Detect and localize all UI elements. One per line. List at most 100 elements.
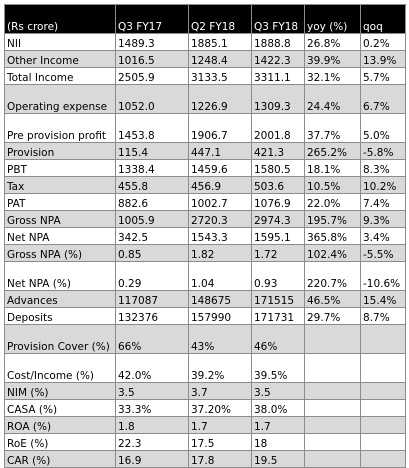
cell-q3fy18: 171731 [251, 307, 305, 325]
cell-q3fy17: 455.8 [115, 176, 189, 194]
table-row: Deposits 132376 157990 171731 29.7% 8.7% [4, 307, 406, 325]
row-label: ROA (%) [4, 416, 116, 434]
row-label: Provision Cover (%) [4, 324, 116, 354]
cell-q2fy18: 148675 [188, 290, 252, 308]
cell-q3fy17: 1.8 [115, 416, 189, 434]
header-q3fy18: Q3 FY18 [251, 4, 305, 34]
cell-q2fy18: 1002.7 [188, 193, 252, 211]
table-row: CAR (%) 16.9 17.8 19.5 [4, 450, 406, 468]
cell-qoq: 0.2% [360, 33, 406, 51]
cell-q3fy18: 46% [251, 324, 305, 354]
header-q2fy18: Q2 FY18 [188, 4, 252, 34]
cell-q2fy18: 456.9 [188, 176, 252, 194]
cell-q3fy17: 342.5 [115, 227, 189, 245]
table-row: Advances 117087 148675 171515 46.5% 15.4… [4, 290, 406, 308]
cell-q2fy18: 37.20% [188, 399, 252, 417]
table-row: Operating expense 1052.0 1226.9 1309.3 2… [4, 84, 406, 114]
cell-qoq [360, 450, 406, 468]
table-row: Provision 115.4 447.1 421.3 265.2% -5.8% [4, 142, 406, 160]
cell-q2fy18: 1226.9 [188, 84, 252, 114]
header-q3fy17: Q3 FY17 [115, 4, 189, 34]
cell-qoq: 6.7% [360, 84, 406, 114]
cell-q3fy17: 117087 [115, 290, 189, 308]
cell-yoy: 39.9% [304, 50, 361, 68]
cell-qoq: 8.3% [360, 159, 406, 177]
table-row: RoE (%) 22.3 17.5 18 [4, 433, 406, 451]
table-row: NII 1489.3 1885.1 1888.8 26.8% 0.2% [4, 33, 406, 51]
table-row: Net NPA (%) 0.29 1.04 0.93 220.7% -10.6% [4, 261, 406, 291]
cell-q2fy18: 1.04 [188, 261, 252, 291]
cell-yoy [304, 399, 361, 417]
cell-q3fy17: 66% [115, 324, 189, 354]
cell-yoy: 46.5% [304, 290, 361, 308]
row-label: Other Income [4, 50, 116, 68]
cell-q3fy17: 16.9 [115, 450, 189, 468]
table-row: Other Income 1016.5 1248.4 1422.3 39.9% … [4, 50, 406, 68]
cell-yoy: 365.8% [304, 227, 361, 245]
cell-yoy: 22.0% [304, 193, 361, 211]
cell-q3fy17: 115.4 [115, 142, 189, 160]
cell-qoq [360, 416, 406, 434]
cell-yoy: 32.1% [304, 67, 361, 85]
cell-q3fy18: 3.5 [251, 382, 305, 400]
cell-qoq: 10.2% [360, 176, 406, 194]
cell-qoq: -5.5% [360, 244, 406, 262]
row-label: Advances [4, 290, 116, 308]
cell-q3fy17: 1338.4 [115, 159, 189, 177]
cell-yoy: 220.7% [304, 261, 361, 291]
cell-qoq [360, 433, 406, 451]
row-label: CAR (%) [4, 450, 116, 468]
cell-q3fy17: 33.3% [115, 399, 189, 417]
row-label: Total Income [4, 67, 116, 85]
cell-qoq [360, 324, 406, 354]
cell-q3fy17: 1016.5 [115, 50, 189, 68]
cell-qoq: 3.4% [360, 227, 406, 245]
table-row: Provision Cover (%) 66% 43% 46% [4, 324, 406, 354]
cell-q3fy18: 1595.1 [251, 227, 305, 245]
cell-q3fy18: 1.7 [251, 416, 305, 434]
cell-q3fy17: 3.5 [115, 382, 189, 400]
cell-qoq: 7.4% [360, 193, 406, 211]
table-row: CASA (%) 33.3% 37.20% 38.0% [4, 399, 406, 417]
table-row: Gross NPA (%) 0.85 1.82 1.72 102.4% -5.5… [4, 244, 406, 262]
cell-yoy: 29.7% [304, 307, 361, 325]
cell-q3fy17: 42.0% [115, 353, 189, 383]
cell-qoq: 5.0% [360, 113, 406, 143]
cell-qoq [360, 353, 406, 383]
row-label: Tax [4, 176, 116, 194]
table-row: ROA (%) 1.8 1.7 1.7 [4, 416, 406, 434]
table-row: Pre provision profit 1453.8 1906.7 2001.… [4, 113, 406, 143]
cell-q2fy18: 447.1 [188, 142, 252, 160]
cell-q2fy18: 3133.5 [188, 67, 252, 85]
cell-yoy: 265.2% [304, 142, 361, 160]
cell-q3fy18: 19.5 [251, 450, 305, 468]
cell-q3fy18: 1580.5 [251, 159, 305, 177]
cell-q3fy17: 1005.9 [115, 210, 189, 228]
cell-yoy [304, 450, 361, 468]
cell-yoy [304, 382, 361, 400]
cell-qoq: 5.7% [360, 67, 406, 85]
table-row: Net NPA 342.5 1543.3 1595.1 365.8% 3.4% [4, 227, 406, 245]
cell-q2fy18: 157990 [188, 307, 252, 325]
row-label: Operating expense [4, 84, 116, 114]
cell-yoy: 195.7% [304, 210, 361, 228]
row-label: Pre provision profit [4, 113, 116, 143]
cell-yoy [304, 433, 361, 451]
cell-yoy [304, 324, 361, 354]
cell-q2fy18: 17.5 [188, 433, 252, 451]
table-row: Gross NPA 1005.9 2720.3 2974.3 195.7% 9.… [4, 210, 406, 228]
cell-q2fy18: 1885.1 [188, 33, 252, 51]
row-label: Gross NPA (%) [4, 244, 116, 262]
cell-q3fy17: 0.29 [115, 261, 189, 291]
cell-yoy: 102.4% [304, 244, 361, 262]
cell-qoq: 15.4% [360, 290, 406, 308]
cell-q3fy17: 882.6 [115, 193, 189, 211]
cell-q3fy18: 2974.3 [251, 210, 305, 228]
table-row: PBT 1338.4 1459.6 1580.5 18.1% 8.3% [4, 159, 406, 177]
cell-yoy [304, 353, 361, 383]
row-label: Net NPA (%) [4, 261, 116, 291]
row-label: PBT [4, 159, 116, 177]
financial-results-table: (Rs crore) Q3 FY17 Q2 FY18 Q3 FY18 yoy (… [4, 4, 406, 468]
cell-q2fy18: 3.7 [188, 382, 252, 400]
row-label: Deposits [4, 307, 116, 325]
